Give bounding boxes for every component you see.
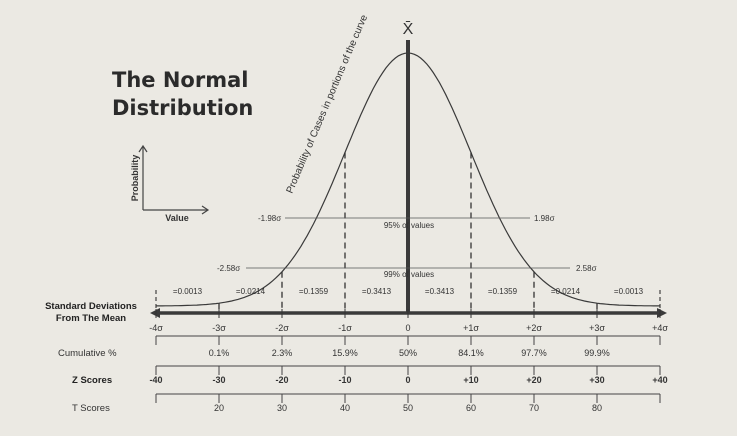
sd-tick-label: +4σ: [652, 323, 668, 333]
row-tick-label: 40: [340, 403, 350, 413]
title-line-2: Distribution: [112, 96, 254, 120]
sd-row-label: Standard Deviations From The Mean: [35, 301, 147, 325]
sd-tick-label: -3σ: [212, 323, 226, 333]
band-95-right: 1.98σ: [534, 214, 555, 223]
band-95-left: -1.98σ: [258, 214, 281, 223]
curve-layer: [155, 40, 661, 313]
sd-tick-label: +2σ: [526, 323, 542, 333]
z-scores-row-label: Z Scores: [72, 375, 113, 386]
row-tick-label: +30: [589, 375, 604, 385]
sd-tick-label: 0: [405, 323, 410, 333]
row-tick-label: -20: [275, 375, 288, 385]
area-label: =0.3413: [362, 287, 392, 296]
sd-tick-label: +1σ: [463, 323, 479, 333]
band-95: -1.98σ 1.98σ 95% of values: [258, 214, 555, 230]
row-tick-label: 97.7%: [521, 348, 547, 358]
row-tick-label: -30: [212, 375, 225, 385]
row-tick-label: 70: [529, 403, 539, 413]
sd-tick-label: -4σ: [149, 323, 163, 333]
row-tick-label: 15.9%: [332, 348, 358, 358]
z-scores-row: -40 -30 -20 -10 0 +10 +20 +30 +40: [149, 365, 668, 385]
row-tick-label: 99.9%: [584, 348, 610, 358]
cumulative-row: 0.1% 2.3% 15.9% 50% 84.1% 97.7% 99.9%: [155, 335, 661, 358]
cumulative-row-label: Cumulative %: [58, 348, 117, 359]
row-tick-label: 0.1%: [209, 348, 230, 358]
row-tick-label: -40: [149, 375, 162, 385]
area-label: =0.1359: [299, 287, 329, 296]
sd-tick-label: +3σ: [589, 323, 605, 333]
curve-caption: Probability of Cases in portions of the …: [285, 13, 371, 195]
row-tick-label: 50: [403, 403, 413, 413]
t-scores-row-label: T Scores: [72, 403, 110, 414]
sd-ticks: -4σ -3σ -2σ -1σ 0 +1σ +2σ +3σ +4σ: [149, 309, 668, 333]
mean-symbol: X̄: [403, 21, 414, 38]
band-99-right: 2.58σ: [576, 264, 597, 273]
row-tick-label: 60: [466, 403, 476, 413]
row-tick-label: 20: [214, 403, 224, 413]
row-tick-label: 50%: [399, 348, 417, 358]
diagram-title: The Normal Distribution: [112, 66, 253, 122]
row-tick-label: 0: [405, 375, 410, 385]
inset-y-label: Probability: [130, 155, 140, 202]
row-tick-label: +20: [526, 375, 541, 385]
band-99: -2.58σ 2.58σ 99% of values: [217, 264, 597, 279]
title-line-1: The Normal: [112, 68, 249, 92]
sd-tick-label: -2σ: [275, 323, 289, 333]
row-tick-label: +40: [652, 375, 667, 385]
row-tick-label: 84.1%: [458, 348, 484, 358]
row-tick-label: -10: [338, 375, 351, 385]
area-labels: =0.0013 =0.0214 =0.1359 =0.3413 =0.3413 =0.13…: [173, 287, 644, 296]
area-label: =0.1359: [488, 287, 518, 296]
t-scores-row: 20 30 40 50 60 70 80: [155, 393, 661, 413]
sd-tick-label: -1σ: [338, 323, 352, 333]
row-tick-label: 2.3%: [272, 348, 293, 358]
area-label: =0.0214: [551, 287, 581, 296]
band-99-left: -2.58σ: [217, 264, 240, 273]
area-label: =0.0214: [236, 287, 266, 296]
row-tick-label: 80: [592, 403, 602, 413]
sd-row-label-line-2: From The Mean: [55, 313, 127, 324]
inset-axes: Probability Value: [130, 144, 210, 223]
area-label: =0.0013: [173, 287, 203, 296]
row-tick-label: +10: [463, 375, 478, 385]
sd-row-label-line-1: Standard Deviations: [45, 301, 137, 312]
row-tick-label: 30: [277, 403, 287, 413]
inset-x-label: Value: [165, 213, 189, 223]
band-99-label: 99% of values: [384, 270, 434, 279]
area-label: =0.0013: [614, 287, 644, 296]
band-95-label: 95% of values: [384, 221, 434, 230]
area-label: =0.3413: [425, 287, 455, 296]
